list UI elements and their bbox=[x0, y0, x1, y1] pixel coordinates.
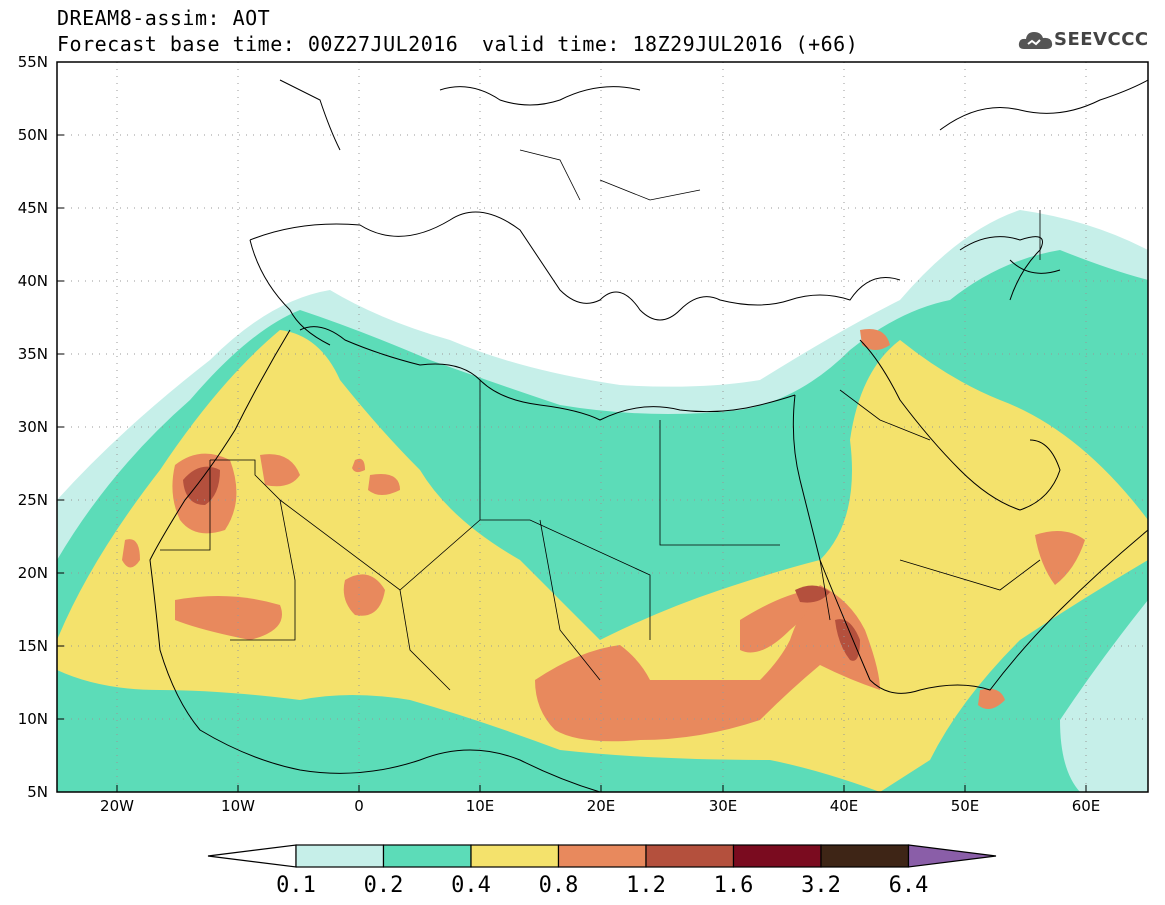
colorbar bbox=[207, 844, 997, 868]
lon-label: 20E bbox=[587, 797, 616, 815]
colorbar-label: 6.4 bbox=[889, 873, 929, 898]
country-borders bbox=[160, 149, 1041, 691]
colorbar-high-arrow bbox=[907, 844, 997, 868]
colorbar-swatch bbox=[470, 844, 560, 868]
title-text: DREAM8-assim: AOT bbox=[57, 6, 271, 30]
lon-label: 0 bbox=[354, 797, 364, 815]
colorbar-label: 1.2 bbox=[626, 873, 666, 898]
aot-field bbox=[57, 210, 1148, 792]
lat-label: 30N bbox=[18, 418, 48, 436]
lat-label: 25N bbox=[18, 491, 48, 509]
lat-label: 55N bbox=[18, 53, 48, 71]
colorbar-swatch bbox=[645, 844, 735, 868]
lon-label: 30E bbox=[709, 797, 738, 815]
forecast-base-time: Forecast base time: 00Z27JUL2016 bbox=[57, 32, 459, 56]
cloud-icon bbox=[1018, 32, 1053, 49]
colorbar-label: 0.8 bbox=[539, 873, 579, 898]
latitude-labels: 55N 50N 45N 40N 35N 30N 25N 20N 15N 10N … bbox=[18, 53, 48, 801]
lat-label: 35N bbox=[18, 345, 48, 363]
lon-label: 10E bbox=[466, 797, 495, 815]
colorbar-labels: 0.1 0.2 0.4 0.8 1.2 1.6 3.2 6.4 bbox=[276, 873, 928, 898]
lat-label: 5N bbox=[27, 783, 48, 801]
colorbar-swatch bbox=[820, 844, 910, 868]
logo-text: SEEVCCC bbox=[1054, 29, 1149, 50]
colorbar-label: 0.4 bbox=[451, 873, 491, 898]
lat-label: 40N bbox=[18, 272, 48, 290]
tick-marks bbox=[57, 61, 1087, 793]
colorbar-low-arrow bbox=[207, 844, 297, 868]
colorbar-swatch bbox=[557, 844, 647, 868]
longitude-labels: 20W 10W 0 10E 20E 30E 40E 50E 60E bbox=[100, 797, 1100, 815]
colorbar-label: 0.1 bbox=[276, 873, 316, 898]
lat-label: 20N bbox=[18, 564, 48, 582]
colorbar-swatch bbox=[295, 844, 385, 868]
lon-label: 50E bbox=[951, 797, 980, 815]
aot-band-0.8 bbox=[122, 329, 1085, 742]
coastlines bbox=[149, 79, 1148, 792]
colorbar-label: 0.2 bbox=[364, 873, 404, 898]
lat-label: 15N bbox=[18, 637, 48, 655]
seevccc-logo: SEEVCCC bbox=[1018, 27, 1158, 53]
lon-label: 10W bbox=[221, 797, 255, 815]
colorbar-label: 3.2 bbox=[801, 873, 841, 898]
lat-label: 45N bbox=[18, 199, 48, 217]
colorbar-label: 1.6 bbox=[714, 873, 754, 898]
aot-band-1.2 bbox=[183, 466, 860, 661]
lat-label: 10N bbox=[18, 710, 48, 728]
lon-label: 60E bbox=[1072, 797, 1101, 815]
lon-label: 20W bbox=[100, 797, 134, 815]
valid-time: valid time: 18Z29JUL2016 (+66) bbox=[482, 32, 859, 56]
colorbar-swatch bbox=[382, 844, 472, 868]
colorbar-swatch bbox=[732, 844, 822, 868]
lon-label: 40E bbox=[830, 797, 859, 815]
lat-label: 50N bbox=[18, 126, 48, 144]
